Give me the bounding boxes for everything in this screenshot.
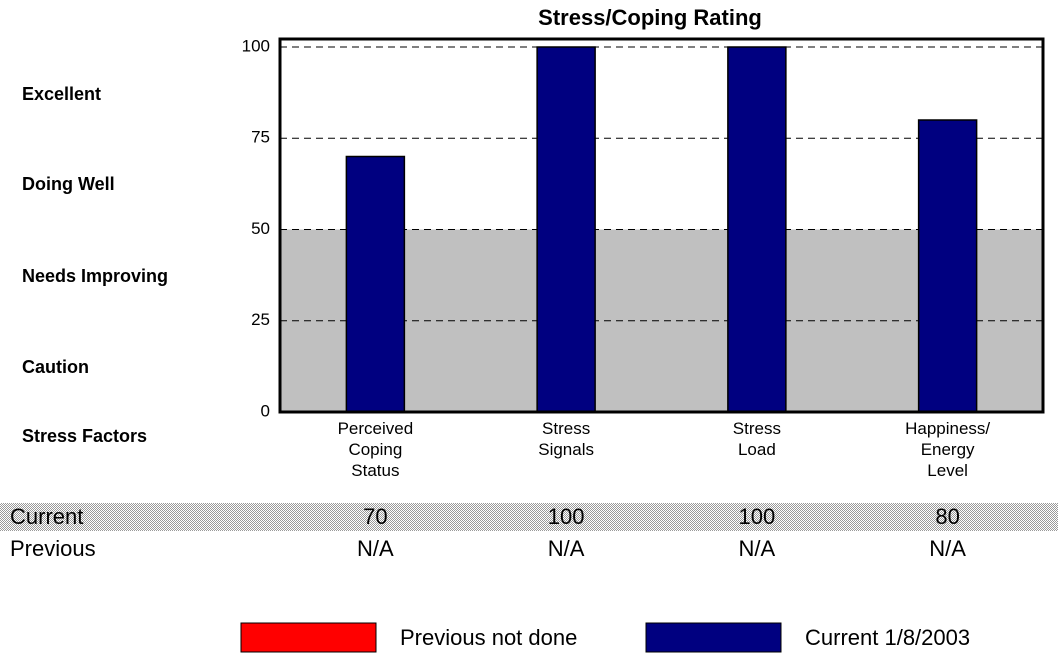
y-tick-label: 100 — [242, 36, 270, 55]
bar — [917, 119, 978, 413]
bar — [727, 46, 787, 413]
bar — [536, 46, 596, 413]
table-cell: N/A — [357, 536, 394, 561]
table-cell: N/A — [739, 536, 776, 561]
rating-label: Caution — [22, 357, 89, 377]
table-row-label: Current — [10, 504, 83, 529]
table-cell: N/A — [929, 536, 966, 561]
x-tick-label: Happiness/Energy Level — [905, 419, 990, 480]
x-tick-label: Stress Signals — [538, 419, 594, 459]
y-tick-label: 0 — [261, 401, 270, 420]
y-tick-label: 50 — [251, 219, 270, 238]
legend-label: Previous not done — [400, 625, 577, 650]
row-highlight — [0, 503, 1058, 531]
rating-label: Stress Factors — [22, 426, 147, 446]
legend-swatch — [645, 622, 782, 653]
table-cell: 80 — [935, 504, 959, 529]
table-cell: N/A — [548, 536, 585, 561]
rating-label: Doing Well — [22, 174, 115, 194]
legend-label: Current 1/8/2003 — [805, 625, 970, 650]
legend-swatch — [240, 622, 377, 653]
rating-label: Needs Improving — [22, 266, 168, 286]
table-cell: 100 — [739, 504, 776, 529]
chart-title: Stress/Coping Rating — [538, 5, 762, 30]
x-tick-label: Perceived Coping Status — [338, 419, 414, 480]
x-tick-label: Stress Load — [733, 419, 781, 459]
table-cell: 100 — [548, 504, 585, 529]
table-row-label: Previous — [10, 536, 96, 561]
table-cell: 70 — [363, 504, 387, 529]
shaded-zone — [280, 229, 1043, 412]
rating-label: Excellent — [22, 84, 101, 104]
plot-frame — [278, 37, 1045, 414]
bar — [345, 155, 406, 413]
y-tick-label: 75 — [251, 128, 270, 147]
y-tick-label: 25 — [251, 310, 270, 329]
